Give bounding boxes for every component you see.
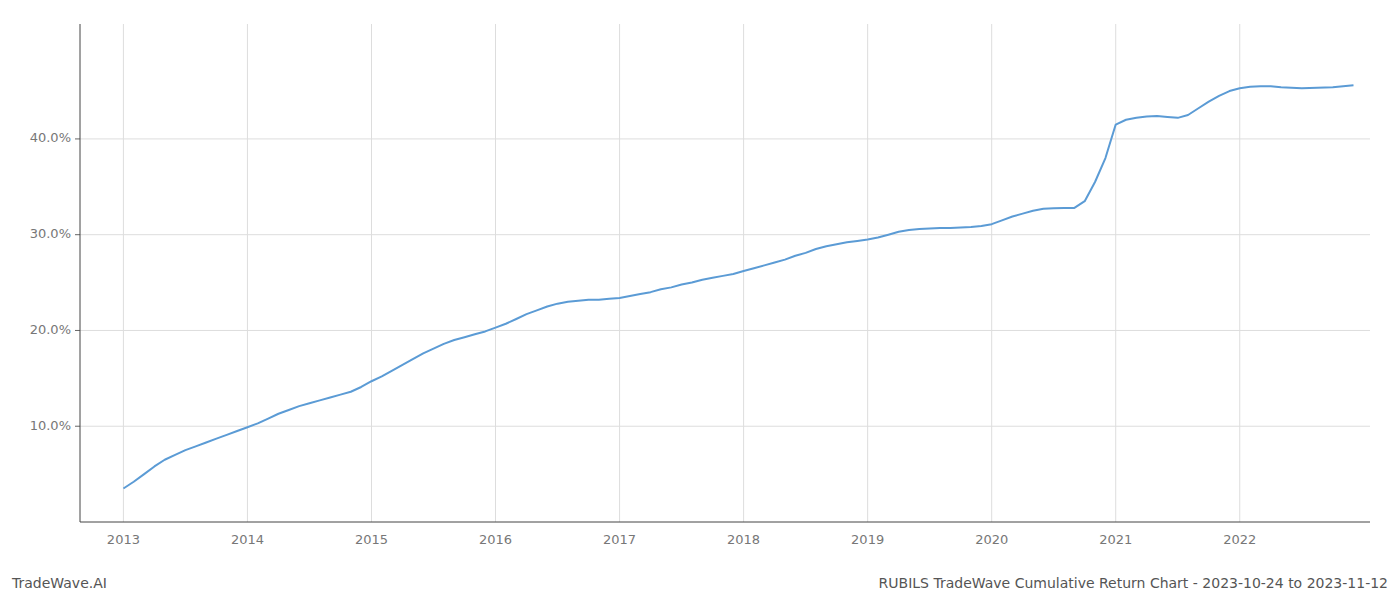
y-grid-line — [80, 330, 1370, 331]
y-tick-label: 30.0% — [30, 226, 71, 241]
axes: 10.0% 20.0% 30.0% 40.0% 2013 2014 2015 2016 2017… — [30, 24, 1370, 547]
y-tick — [75, 234, 80, 235]
y-grid-line — [80, 426, 1370, 427]
x-grid-line — [743, 24, 744, 522]
y-grid-line — [80, 234, 1370, 235]
x-tick-label: 2013 — [107, 532, 140, 547]
y-tick-label: 20.0% — [30, 322, 71, 337]
grid — [80, 24, 1370, 522]
plot-area — [123, 85, 1353, 488]
x-grid-line — [867, 24, 868, 522]
x-grid-line — [991, 24, 992, 522]
y-tick-label: 40.0% — [30, 130, 71, 145]
y-grid-line — [80, 138, 1370, 139]
x-grid-line — [1115, 24, 1116, 522]
x-tick-label: 2020 — [975, 532, 1008, 547]
x-tick-label: 2016 — [479, 532, 512, 547]
x-tick-label: 2018 — [727, 532, 760, 547]
y-tick-label: 10.0% — [30, 418, 71, 433]
chart-container: 10.0% 20.0% 30.0% 40.0% 2013 2014 2015 2016 2017… — [0, 0, 1400, 600]
x-grid-line — [247, 24, 248, 522]
x-grid-line — [371, 24, 372, 522]
y-tick — [75, 426, 80, 427]
x-tick-label: 2019 — [851, 532, 884, 547]
y-tick — [75, 330, 80, 331]
data-line — [123, 85, 1353, 488]
x-tick-label: 2022 — [1223, 532, 1256, 547]
x-grid-line — [1239, 24, 1240, 522]
x-tick-label: 2021 — [1099, 532, 1132, 547]
x-tick-label: 2017 — [603, 532, 636, 547]
y-axis-line — [80, 24, 81, 522]
x-tick-label: 2014 — [231, 532, 264, 547]
footer-left: TradeWave.AI — [11, 575, 107, 591]
footer-title: RUBILS TradeWave Cumulative Return Chart… — [879, 575, 1388, 591]
chart-svg: 10.0% 20.0% 30.0% 40.0% 2013 2014 2015 2016 2017… — [0, 0, 1400, 600]
x-tick-label: 2015 — [355, 532, 388, 547]
x-grid-line — [123, 24, 124, 522]
x-axis-line — [80, 522, 1370, 523]
y-tick — [75, 138, 80, 139]
x-grid-line — [619, 24, 620, 522]
x-grid-line — [495, 24, 496, 522]
